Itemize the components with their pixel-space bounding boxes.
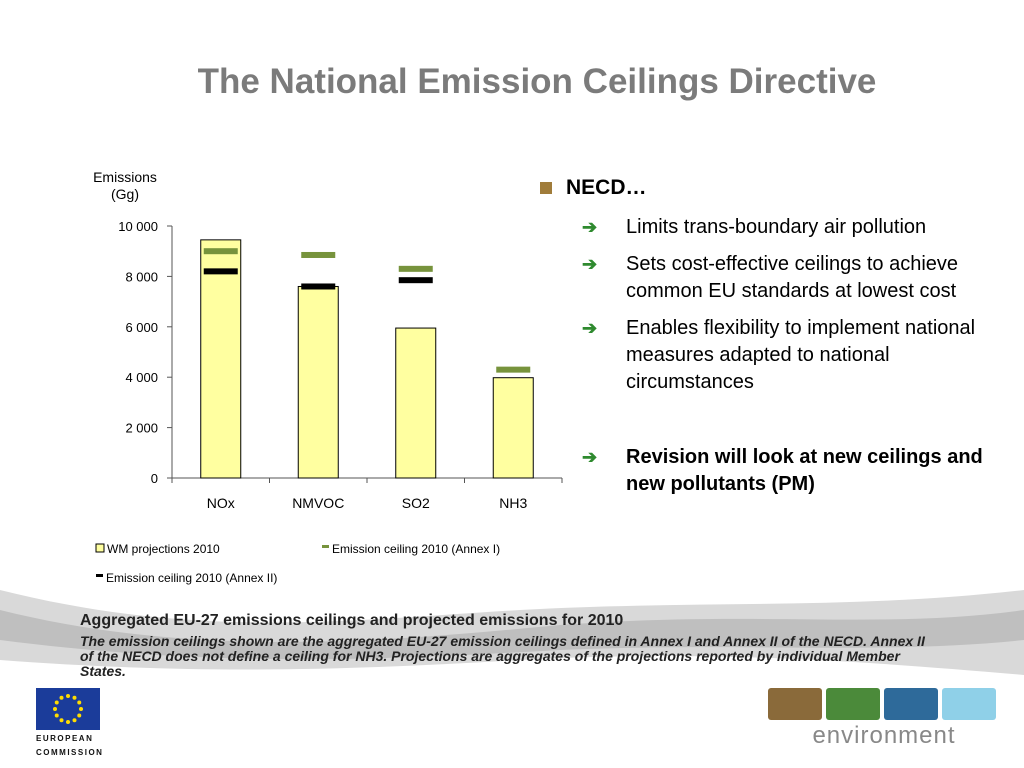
marker-annex1: [203, 248, 238, 255]
arrow-right-icon: ➔: [582, 254, 598, 274]
eu-logo-text-1: EUROPEAN: [36, 734, 94, 743]
caption-body: The emission ceilings shown are the aggr…: [80, 633, 925, 679]
arrow-right-icon: ➔: [582, 447, 598, 467]
y-tick-label: 10 000: [118, 219, 158, 234]
sub-bullet: ➔ Enables flexibility to implement natio…: [582, 315, 1010, 396]
marker-annex1: [496, 366, 531, 373]
y-axis-label: (Gg): [111, 186, 139, 202]
legend-swatch-wm: [95, 543, 105, 553]
sub-bullet: ➔ Limits trans-boundary air pollution: [582, 214, 1010, 241]
bar-wm-projection: [492, 377, 534, 479]
sub-bullet-text: Enables flexibility to implement nationa…: [626, 317, 976, 393]
y-tick-label: 6 000: [125, 320, 158, 335]
y-tick-label: 4 000: [125, 370, 158, 385]
legend-label-wm: WM projections 2010: [107, 542, 220, 556]
environment-logo: environment: [768, 688, 1000, 750]
european-commission-logo: EUROPEAN COMMISSION: [36, 688, 103, 758]
legend-swatch-annex1: [322, 545, 329, 548]
eu-flag-icon: [36, 688, 100, 730]
arrow-right-icon: ➔: [582, 318, 598, 338]
y-tick-label: 8 000: [125, 269, 158, 284]
emissions-bar-chart: Emissions(Gg) 0 2 000 4 000 6 000 8 000 10 000…: [93, 169, 563, 585]
y-tick-label: 2 000: [125, 421, 158, 436]
bullet-list: NECD… ➔ Limits trans-boundary air pollut…: [540, 176, 1010, 508]
marker-annex2: [398, 277, 433, 284]
sub-bullet: ➔ Sets cost-effective ceilings to achiev…: [582, 251, 1010, 305]
bullet-heading: NECD…: [566, 176, 647, 199]
figure-caption: Aggregated EU-27 emissions ceilings and …: [80, 612, 940, 679]
square-bullet-icon: [540, 182, 552, 194]
sub-bullet-text: Sets cost-effective ceilings to achieve …: [626, 253, 959, 302]
y-axis-label: Emissions: [93, 169, 157, 185]
main-bullet: NECD…: [540, 176, 1010, 200]
legend-label-annex1: Emission ceiling 2010 (Annex I): [332, 542, 500, 556]
sky-tile-icon: [942, 688, 996, 720]
plant-tile-icon: [826, 688, 880, 720]
x-tick-label: SO2: [402, 495, 430, 511]
bar-wm-projection: [395, 327, 437, 479]
legend-swatch-annex2: [96, 574, 103, 577]
arrow-right-icon: ➔: [582, 217, 598, 237]
marker-annex1: [398, 265, 433, 272]
sub-bullet-text: Limits trans-boundary air pollution: [626, 216, 927, 238]
marker-annex1: [301, 251, 336, 258]
x-tick-label: NH3: [499, 495, 527, 511]
bar-wm-projection: [297, 285, 339, 479]
marker-annex2: [203, 268, 238, 275]
environment-label: environment: [812, 722, 956, 749]
marker-annex2: [301, 283, 336, 290]
earth-tile-icon: [768, 688, 822, 720]
sub-bullet-text: Revision will look at new ceilings and n…: [626, 446, 983, 495]
caption-title: Aggregated EU-27 emissions ceilings and …: [80, 612, 624, 629]
eu-logo-text-2: COMMISSION: [36, 748, 104, 757]
gray-wave-band: [0, 590, 1024, 675]
bar-wm-projection: [200, 239, 242, 479]
y-tick-label: 0: [151, 471, 158, 486]
x-tick-label: NOx: [207, 495, 235, 511]
slide-title: The National Emission Ceilings Directive: [197, 62, 877, 101]
x-tick-label: NMVOC: [292, 495, 344, 511]
legend-label-annex2: Emission ceiling 2010 (Annex II): [106, 571, 277, 585]
water-tile-icon: [884, 688, 938, 720]
sub-bullet-bold: ➔ Revision will look at new ceilings and…: [582, 444, 1010, 498]
